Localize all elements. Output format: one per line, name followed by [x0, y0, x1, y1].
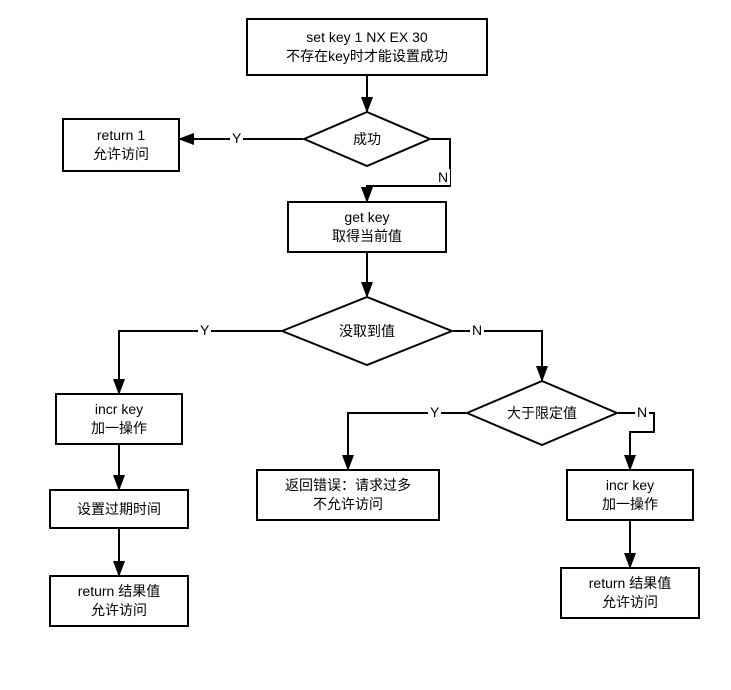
node-n4-line2: 取得当前值: [332, 227, 402, 246]
node-n4: get key取得当前值: [287, 201, 447, 253]
node-n10-line1: 返回错误：请求过多: [285, 476, 411, 495]
node-n8-line1: 设置过期时间: [77, 500, 161, 519]
edge-label-n5-n6: N: [470, 322, 484, 338]
node-n10-line2: 不允许访问: [313, 495, 383, 514]
edge-label-n6-n11: N: [635, 404, 649, 420]
node-n1-line2: 不存在key时才能设置成功: [286, 47, 448, 66]
node-n3: return 1允许访问: [62, 118, 180, 172]
node-n7: incr key加一操作: [55, 393, 183, 445]
node-n6-label: 大于限定值: [507, 403, 577, 423]
node-n4-line1: get key: [344, 208, 389, 227]
edge-label-n5-n7: Y: [198, 322, 211, 338]
edge-n5-n7: [119, 331, 281, 393]
node-n8: 设置过期时间: [49, 489, 189, 529]
node-n2: 成功: [303, 111, 431, 167]
node-n1-line1: set key 1 NX EX 30: [306, 28, 427, 47]
edge-n6-n10: [348, 413, 466, 469]
node-n3-line2: 允许访问: [93, 145, 149, 164]
edge-n6-n11: [618, 413, 654, 469]
node-n5: 没取到值: [281, 296, 453, 366]
node-n7-line2: 加一操作: [91, 419, 147, 438]
node-n11-line1: incr key: [606, 476, 654, 495]
edge-n5-n6: [453, 331, 542, 380]
node-n12-line2: 允许访问: [602, 593, 658, 612]
node-n7-line1: incr key: [95, 400, 143, 419]
node-n11-line2: 加一操作: [602, 495, 658, 514]
node-n10: 返回错误：请求过多不允许访问: [256, 469, 440, 521]
node-n11: incr key加一操作: [566, 469, 694, 521]
node-n6: 大于限定值: [466, 380, 618, 446]
node-n12: return 结果值允许访问: [560, 567, 700, 619]
node-n9-line2: 允许访问: [91, 601, 147, 620]
edge-label-n6-n10: Y: [428, 404, 441, 420]
node-n1: set key 1 NX EX 30不存在key时才能设置成功: [246, 18, 488, 76]
node-n5-label: 没取到值: [339, 321, 395, 341]
node-n9-line1: return 结果值: [78, 582, 160, 601]
node-n2-label: 成功: [353, 129, 381, 149]
edge-label-n2-n4: N: [436, 169, 450, 185]
edge-label-n2-n3: Y: [230, 130, 243, 146]
node-n3-line1: return 1: [97, 126, 145, 145]
node-n9: return 结果值允许访问: [49, 575, 189, 627]
node-n12-line1: return 结果值: [589, 574, 671, 593]
